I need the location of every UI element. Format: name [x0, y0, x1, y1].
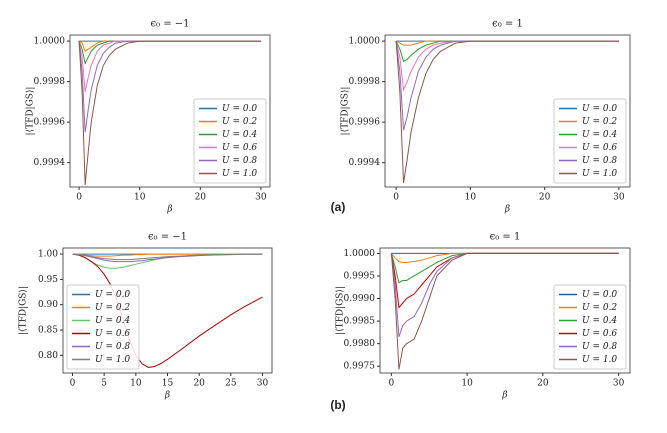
axes-frame	[62, 247, 273, 374]
panel-label: (a)	[331, 200, 346, 214]
x-axis-label: β	[164, 391, 170, 401]
x-tick-label: 20	[539, 193, 551, 203]
y-axis-label: |⟨TFD|GS⟩|	[19, 286, 29, 335]
chart-title: ϵ₀ = −1	[148, 232, 187, 243]
legend-label: U = 1.0	[582, 355, 617, 365]
legend-label: U = 0.2	[582, 117, 617, 127]
x-tick-label: 10	[465, 193, 477, 203]
x-tick-label: 20	[193, 379, 205, 389]
legend-label: U = 0.6	[95, 329, 130, 339]
y-tick-label: 0.9990	[344, 294, 376, 304]
y-tick-label: 0.90	[38, 300, 58, 310]
legend-label: U = 1.0	[95, 355, 130, 365]
legend-label: U = 0.0	[582, 290, 617, 300]
legend-label: U = 0.8	[95, 342, 130, 352]
y-axis-label: |⟨TFD|GS⟩|	[336, 286, 346, 335]
legend-label: U = 0.0	[222, 104, 257, 114]
legend: U = 0.0 U = 0.2 U = 0.4 U = 0.6 U = 0.8 U = 1…	[66, 284, 140, 370]
legend-label: U = 0.6	[582, 143, 617, 153]
y-tick-label: 0.9998	[349, 77, 381, 87]
legend-label: U = 1.0	[222, 169, 257, 179]
x-tick-label: 15	[162, 379, 174, 389]
legend-label: U = 0.0	[582, 104, 617, 114]
x-tick-label: 10	[134, 193, 146, 203]
x-tick-label: 30	[613, 379, 625, 389]
y-tick-label: 0.9975	[344, 362, 376, 372]
y-tick-label: 0.95	[38, 275, 58, 285]
legend-label: U = 0.8	[222, 156, 257, 166]
legend: U = 0.0 U = 0.2 U = 0.4 U = 0.6 U = 0.8 U = 1…	[553, 98, 627, 184]
chart-title: ϵ₀ = −1	[150, 19, 189, 30]
legend-label: U = 0.6	[582, 329, 617, 339]
x-tick-label: 30	[613, 193, 625, 203]
legend-label: U = 1.0	[582, 169, 617, 179]
y-tick-label: 1.0000	[34, 37, 66, 47]
y-tick-label: 1.0000	[344, 249, 376, 259]
series-line	[78, 40, 261, 186]
legend-label: U = 0.6	[222, 143, 257, 153]
x-tick-label: 30	[255, 193, 267, 203]
chart-title: ϵ₀ = 1	[492, 19, 523, 30]
y-tick-label: 0.9994	[34, 158, 66, 168]
x-tick-label: 0	[388, 379, 394, 389]
x-tick-label: 25	[225, 379, 237, 389]
y-tick-label: 1.0000	[349, 37, 381, 47]
y-axis-label: |⟨TFD|GS⟩|	[341, 87, 351, 136]
y-tick-label: 0.9998	[34, 77, 66, 87]
series-line	[72, 253, 263, 263]
x-tick-label: 30	[257, 379, 269, 389]
series-line	[72, 253, 263, 261]
series-line	[78, 40, 261, 92]
y-tick-label: 0.9994	[349, 158, 381, 168]
y-tick-label: 0.85	[38, 325, 58, 335]
y-tick-label: 0.9996	[34, 118, 66, 128]
x-tick-label: 20	[195, 193, 207, 203]
x-axis-label: β	[166, 205, 172, 215]
y-tick-label: 0.9995	[344, 271, 376, 281]
legend-label: U = 0.2	[582, 303, 617, 313]
legend-box	[553, 284, 627, 370]
y-tick-label: 1.00	[38, 250, 58, 260]
x-axis-label: β	[501, 391, 507, 401]
y-axis-label: |⟨TFD|GS⟩|	[26, 87, 36, 136]
legend-label: U = 0.0	[95, 290, 130, 300]
chart-title: ϵ₀ = 1	[490, 232, 521, 243]
axes-frame	[384, 34, 631, 188]
x-tick-label: 0	[76, 193, 82, 203]
series-line	[395, 40, 619, 184]
axes-frame	[379, 247, 631, 374]
series-line	[395, 40, 619, 63]
x-tick-label: 5	[101, 379, 107, 389]
y-tick-label: 0.9985	[344, 317, 376, 327]
x-tick-label: 0	[70, 379, 76, 389]
axes-frame	[69, 34, 271, 188]
x-tick-label: 0	[393, 193, 399, 203]
legend: U = 0.0 U = 0.2 U = 0.4 U = 0.6 U = 0.8 U = 1…	[553, 284, 627, 370]
legend-box	[193, 98, 267, 184]
x-tick-label: 10	[130, 379, 142, 389]
series-line	[390, 252, 619, 284]
x-axis-label: β	[504, 205, 510, 215]
legend-label: U = 0.2	[95, 303, 130, 313]
legend-label: U = 0.4	[582, 130, 617, 140]
legend-label: U = 0.8	[582, 156, 617, 166]
series-line	[390, 252, 619, 263]
legend-label: U = 0.8	[582, 342, 617, 352]
series-line	[72, 253, 263, 257]
y-tick-label: 0.9996	[349, 118, 381, 128]
legend-box	[553, 98, 627, 184]
y-tick-label: 0.9980	[344, 339, 376, 349]
legend-box	[66, 284, 140, 370]
legend-label: U = 0.4	[582, 316, 617, 326]
legend-label: U = 0.4	[95, 316, 130, 326]
legend: U = 0.0 U = 0.2 U = 0.4 U = 0.6 U = 0.8 U = 1…	[193, 98, 267, 184]
x-tick-label: 10	[461, 379, 473, 389]
x-tick-label: 20	[537, 379, 549, 389]
legend-label: U = 0.4	[222, 130, 257, 140]
legend-label: U = 0.2	[222, 117, 257, 127]
panel-label: (b)	[330, 398, 345, 412]
series-line	[390, 252, 619, 370]
y-tick-label: 0.80	[38, 351, 58, 361]
